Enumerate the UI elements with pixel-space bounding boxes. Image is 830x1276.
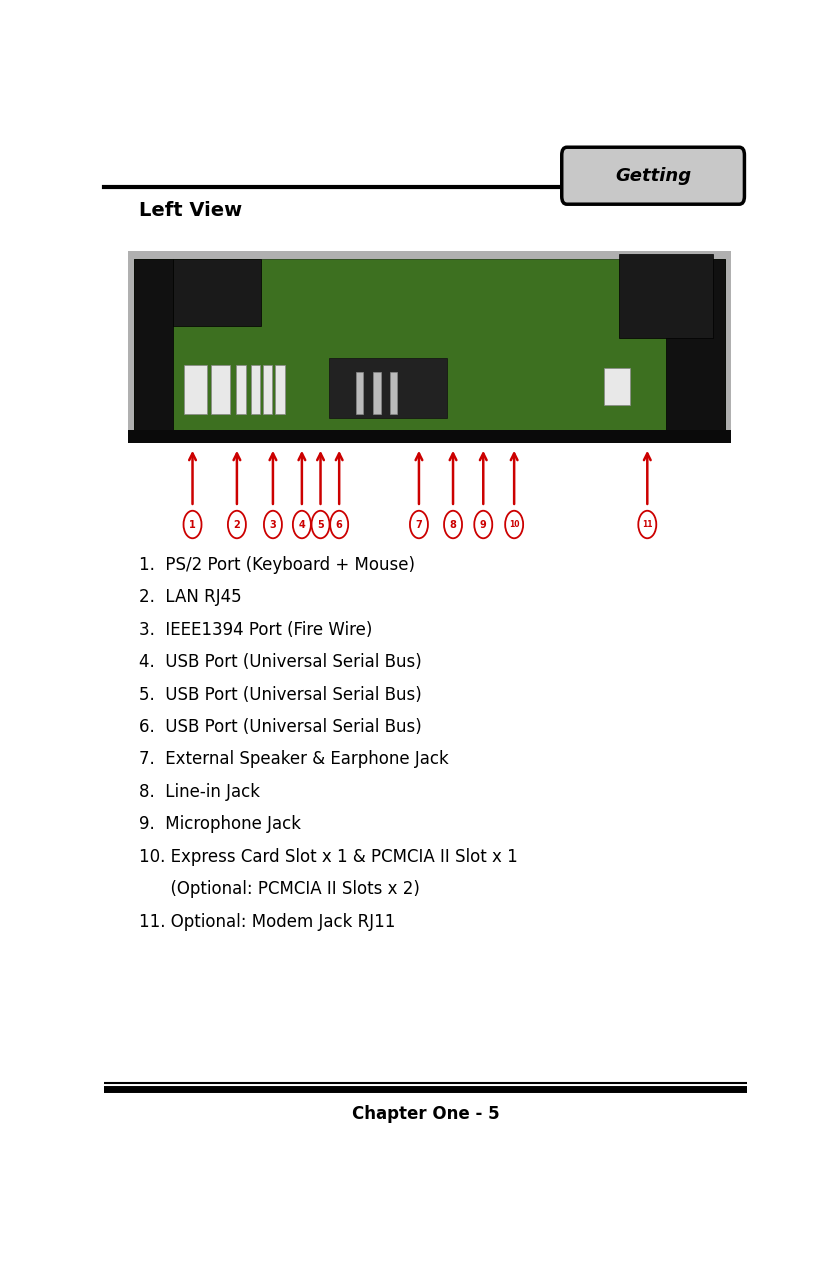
Bar (666, 259, 725, 435)
Text: 3.  IEEE1394 Port (Fire Wire): 3. IEEE1394 Port (Fire Wire) (139, 621, 373, 639)
Text: 10: 10 (509, 521, 520, 530)
Bar (173, 259, 261, 325)
FancyBboxPatch shape (562, 147, 745, 204)
Text: 1: 1 (189, 519, 196, 530)
Text: 9: 9 (480, 519, 486, 530)
Bar (237, 365, 246, 415)
Text: 2: 2 (233, 519, 240, 530)
Bar (390, 373, 397, 415)
Bar (374, 373, 380, 415)
Bar (184, 365, 207, 415)
Text: 6: 6 (336, 519, 343, 530)
Bar (330, 357, 447, 417)
Bar (276, 365, 285, 415)
Text: 10. Express Card Slot x 1 & PCMCIA II Slot x 1: 10. Express Card Slot x 1 & PCMCIA II Sl… (139, 847, 518, 865)
Text: 1.  PS/2 Port (Keyboard + Mouse): 1. PS/2 Port (Keyboard + Mouse) (139, 556, 415, 574)
Text: 7: 7 (416, 519, 422, 530)
Text: 4: 4 (299, 519, 305, 530)
Circle shape (648, 273, 671, 308)
Bar (134, 259, 173, 435)
Text: 2.  LAN RJ45: 2. LAN RJ45 (139, 588, 242, 606)
Bar (618, 254, 713, 338)
Text: 11. Optional: Modem Jack RJ11: 11. Optional: Modem Jack RJ11 (139, 912, 396, 930)
Text: Getting: Getting (615, 167, 691, 185)
Text: 5: 5 (317, 519, 324, 530)
Bar (211, 365, 230, 415)
Text: 11: 11 (642, 521, 652, 530)
Text: 3: 3 (270, 519, 276, 530)
Bar (134, 259, 725, 435)
Text: 5.  USB Port (Universal Serial Bus): 5. USB Port (Universal Serial Bus) (139, 685, 422, 703)
Bar (251, 365, 260, 415)
Text: 8.  Line-in Jack: 8. Line-in Jack (139, 783, 260, 801)
Text: 4.  USB Port (Universal Serial Bus): 4. USB Port (Universal Serial Bus) (139, 653, 422, 671)
Text: 7.  External Speaker & Earphone Jack: 7. External Speaker & Earphone Jack (139, 750, 449, 768)
Bar (128, 430, 731, 443)
Text: (Optional: PCMCIA II Slots x 2): (Optional: PCMCIA II Slots x 2) (139, 880, 420, 898)
Text: 9.  Microphone Jack: 9. Microphone Jack (139, 815, 301, 833)
Text: Chapter One - 5: Chapter One - 5 (352, 1105, 499, 1123)
Text: 8: 8 (450, 519, 456, 530)
Text: Left View: Left View (139, 200, 242, 219)
Bar (128, 251, 731, 443)
Bar (603, 369, 630, 406)
Bar (263, 365, 272, 415)
Bar (356, 373, 363, 415)
Text: 6.  USB Port (Universal Serial Bus): 6. USB Port (Universal Serial Bus) (139, 718, 422, 736)
